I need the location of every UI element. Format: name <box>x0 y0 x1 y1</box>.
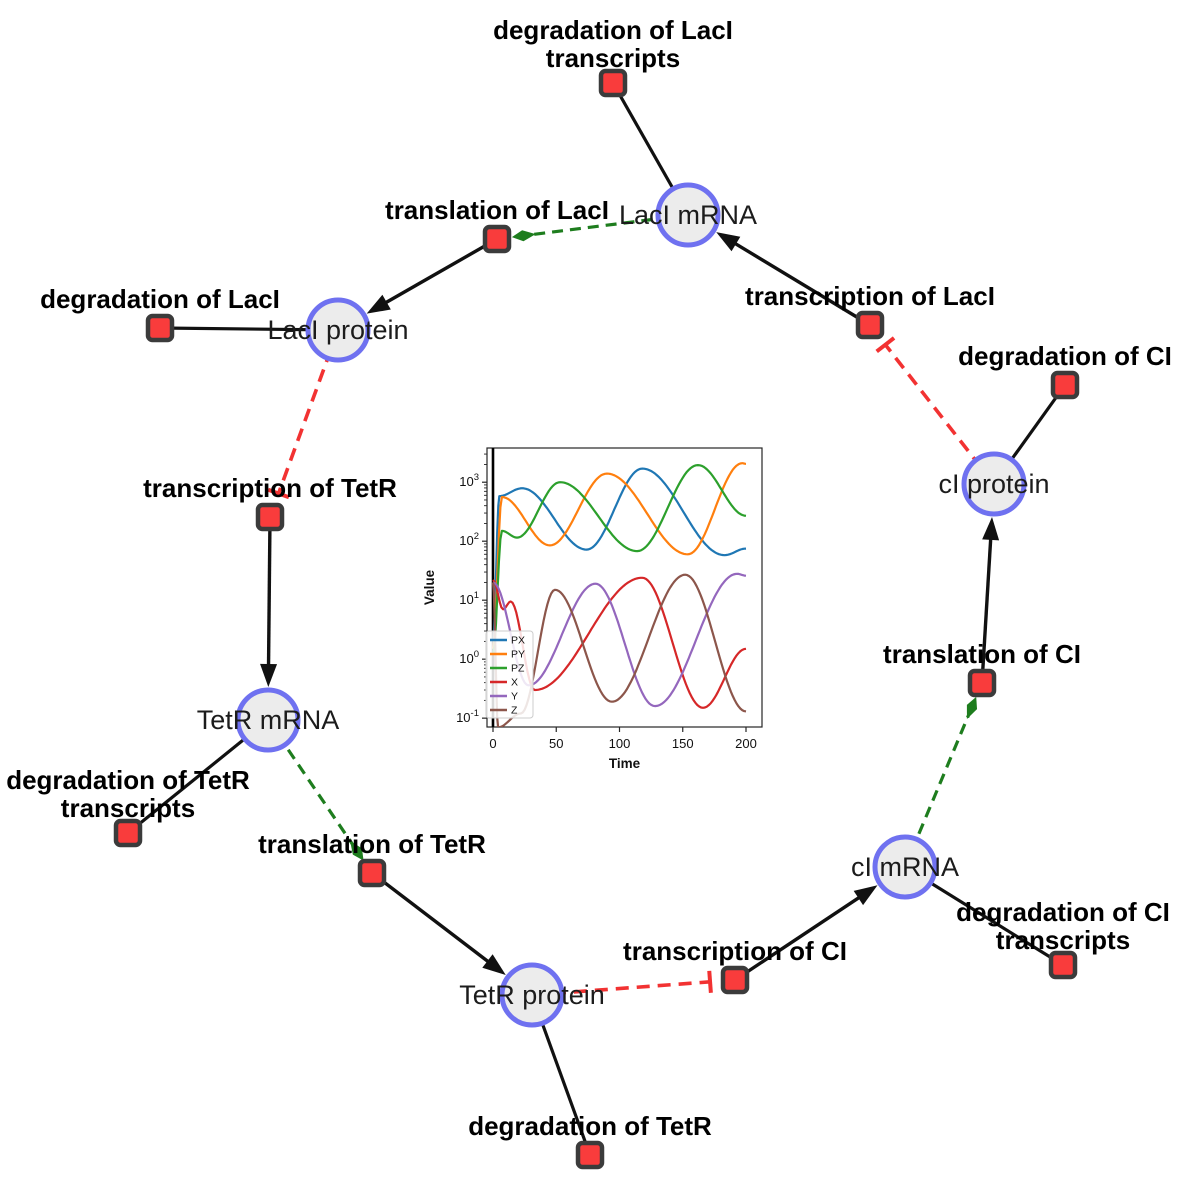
reaction-label-transl_tetR: translation of TetR <box>258 829 486 859</box>
reaction-label-deg_lacI_tx: degradation of LacI <box>493 15 733 45</box>
reaction-node-tx_tetR[interactable] <box>255 502 285 532</box>
edge-production <box>980 516 1000 684</box>
edge-production <box>370 871 506 975</box>
legend-label-PZ: PZ <box>511 663 525 675</box>
series-PX <box>491 467 747 642</box>
chart-legend: PX PY PZ XYZ <box>485 630 534 719</box>
x-tick-label: 100 <box>609 736 631 751</box>
reaction-node-tx_lacI[interactable] <box>855 310 885 340</box>
reaction-label-transl_lacI: translation of LacI <box>385 195 609 225</box>
x-axis-title: Time <box>609 756 641 771</box>
species-node-cI_mRNA[interactable] <box>872 834 938 900</box>
legend-label-Y: Y <box>511 691 518 703</box>
reaction-node-deg_tetR_tx[interactable] <box>113 818 143 848</box>
reaction-label-deg_lacI_tx: transcripts <box>546 43 680 73</box>
x-tick-label: 50 <box>549 736 563 751</box>
edge-production <box>260 516 278 688</box>
legend-label-Z: Z <box>511 705 518 717</box>
reaction-node-deg_lacI_tx[interactable] <box>598 68 628 98</box>
reaction-label-tx_cI: transcription of CI <box>623 936 847 966</box>
reaction-label-deg_lacI: degradation of LacI <box>40 284 280 314</box>
reaction-node-tx_cI[interactable] <box>720 965 750 995</box>
chart-curves <box>491 448 747 727</box>
reaction-label-deg_cI_tx: degradation of CI <box>956 897 1170 927</box>
reaction-node-transl_cI[interactable] <box>967 668 997 698</box>
x-tick-label: 150 <box>672 736 694 751</box>
species-label-tetR_mRNA: TetR mRNA <box>197 705 340 735</box>
species-label-cI_mRNA: cI mRNA <box>851 852 959 882</box>
edge-production <box>734 885 878 982</box>
reaction-label-deg_tetR: degradation of TetR <box>468 1111 712 1141</box>
reaction-node-deg_cI_tx[interactable] <box>1048 950 1078 980</box>
x-tick-label: 200 <box>735 736 757 751</box>
reaction-node-deg_lacI[interactable] <box>145 313 175 343</box>
series-PY <box>491 462 747 649</box>
species-node-lacI_protein[interactable] <box>305 297 371 363</box>
reaction-label-deg_cI: degradation of CI <box>958 341 1172 371</box>
reaction-node-transl_tetR[interactable] <box>357 858 387 888</box>
series-PZ <box>491 464 747 655</box>
reaction-node-deg_cI[interactable] <box>1050 370 1080 400</box>
species-node-cI_protein[interactable] <box>961 451 1027 517</box>
reaction-node-transl_lacI[interactable] <box>482 224 512 254</box>
reaction-label-deg_tetR_tx: degradation of TetR <box>6 765 250 795</box>
x-tick-label: 0 <box>489 736 496 751</box>
species-label-tetR_protein: TetR protein <box>459 980 605 1010</box>
reaction-label-transl_cI: translation of CI <box>883 639 1081 669</box>
reaction-label-tx_tetR: transcription of TetR <box>143 473 397 503</box>
reaction-label-tx_lacI: transcription of LacI <box>745 281 995 311</box>
reaction-node-deg_tetR[interactable] <box>575 1140 605 1170</box>
reaction-label-deg_tetR_tx: transcripts <box>61 793 195 823</box>
nodes-layer <box>113 68 1080 1170</box>
y-axis-title: Value <box>422 569 437 605</box>
edge-production <box>716 232 871 327</box>
series-Y <box>492 572 747 708</box>
species-node-lacI_mRNA[interactable] <box>655 182 721 248</box>
species-label-lacI_mRNA: LacI mRNA <box>619 200 757 230</box>
legend-label-X: X <box>511 677 518 689</box>
reaction-label-deg_cI_tx: transcripts <box>996 925 1130 955</box>
species-node-tetR_protein[interactable] <box>499 962 565 1028</box>
species-label-lacI_protein: LacI protein <box>267 315 408 345</box>
species-label-cI_protein: cI protein <box>938 469 1049 499</box>
legend-label-PY: PY <box>511 649 525 661</box>
labels-layer: LacI mRNA LacI protein TetR mRNA TetR prote… <box>6 15 1172 1141</box>
species-node-tetR_mRNA[interactable] <box>235 687 301 753</box>
edge-production <box>366 237 498 314</box>
legend-label-PX: PX <box>511 635 525 647</box>
